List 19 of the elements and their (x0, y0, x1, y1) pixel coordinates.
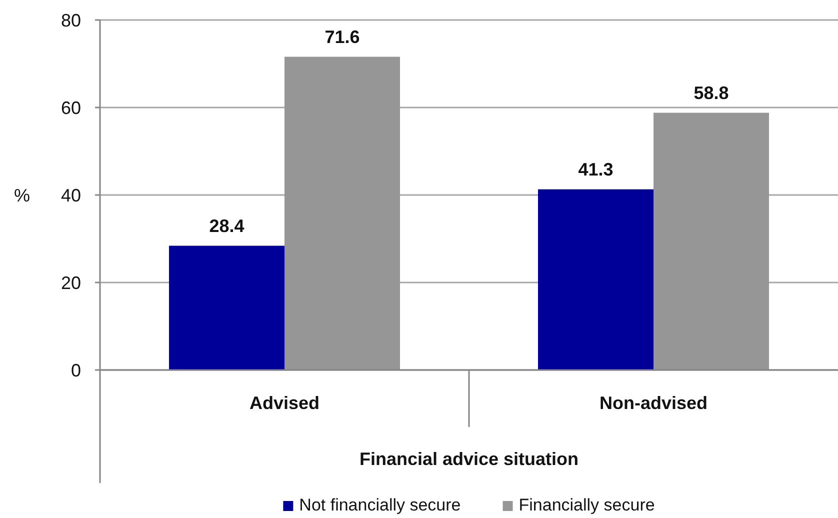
y-tick-label: 20 (60, 272, 81, 293)
y-tick-label: 60 (60, 98, 81, 118)
bar (654, 112, 769, 370)
data-label: 58.8 (694, 82, 729, 103)
bar (169, 246, 284, 370)
bar (284, 56, 400, 370)
y-axis-title: % (14, 185, 30, 206)
x-tick-label: Non-advised (599, 393, 708, 413)
y-tick-label: 80 (60, 10, 81, 30)
y-tick-label: 40 (60, 185, 81, 206)
data-label: 41.3 (578, 159, 614, 180)
data-label: 28.4 (209, 216, 244, 236)
y-tick-label: 0 (70, 360, 81, 380)
x-tick-label: Advised (249, 393, 320, 413)
bar (538, 189, 654, 370)
legend-label: Financially secure (518, 495, 655, 514)
legend-label: Not financially secure (299, 495, 461, 514)
data-label: 71.6 (324, 26, 360, 47)
x-axis-title: Financial advice situation (359, 449, 579, 469)
